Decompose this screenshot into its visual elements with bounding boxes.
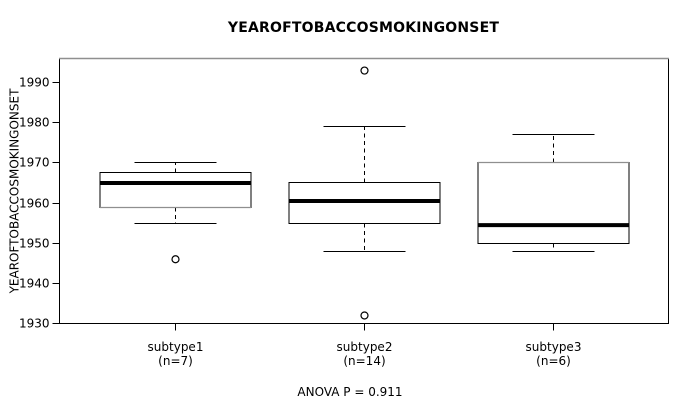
y-tick-label: 1990	[19, 76, 50, 90]
x-group-count: (n=14)	[343, 354, 385, 368]
x-group-count: (n=6)	[536, 354, 571, 368]
y-tick-label: 1960	[19, 197, 50, 211]
iqr-box	[99, 172, 252, 208]
y-tick-label: 1970	[19, 156, 50, 170]
x-group-count: (n=7)	[158, 354, 193, 368]
x-group-label: subtype1	[148, 340, 204, 354]
iqr-box	[477, 162, 630, 244]
anova-subtitle: ANOVA P = 0.911	[297, 385, 403, 399]
y-tick-label: 1980	[19, 116, 50, 130]
x-group-label: subtype2	[337, 340, 393, 354]
outlier-point	[360, 311, 369, 320]
y-tick-label: 1950	[19, 237, 50, 251]
outlier-point	[360, 66, 369, 75]
x-group-label: subtype3	[526, 340, 582, 354]
outlier-point	[171, 255, 180, 264]
y-tick-label: 1930	[19, 317, 50, 331]
chart-title: YEAROFTOBACCOSMOKINGONSET	[227, 20, 500, 36]
y-tick-label: 1940	[19, 277, 50, 291]
